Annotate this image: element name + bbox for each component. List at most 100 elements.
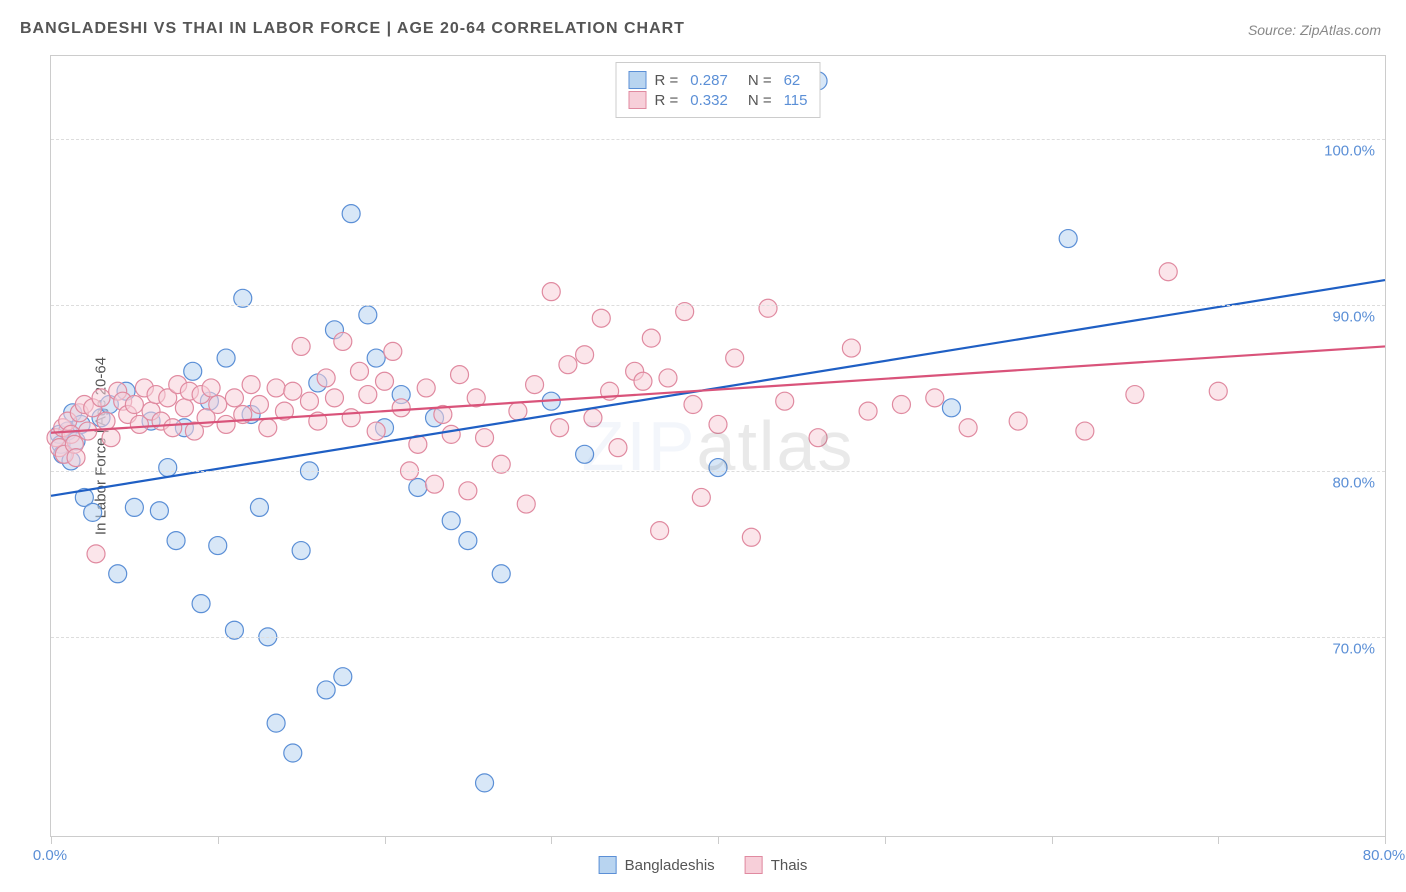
scatter-point <box>1076 422 1094 440</box>
scatter-point <box>350 362 368 380</box>
scatter-point <box>1126 386 1144 404</box>
plot-area: ZIPatlas R =0.287N = 62R =0.332N =115 70… <box>50 55 1386 837</box>
scatter-point <box>509 402 527 420</box>
scatter-point <box>359 386 377 404</box>
scatter-point <box>109 565 127 583</box>
scatter-point <box>84 503 102 521</box>
scatter-point <box>859 402 877 420</box>
scatter-point <box>342 205 360 223</box>
scatter-point <box>576 346 594 364</box>
scatter-point <box>209 537 227 555</box>
scatter-point <box>292 337 310 355</box>
scatter-point <box>164 419 182 437</box>
scatter-point <box>209 396 227 414</box>
scatter-point <box>634 372 652 390</box>
scatter-point <box>217 415 235 433</box>
y-tick-label: 90.0% <box>1332 308 1375 325</box>
stats-legend-row: R =0.287N = 62 <box>629 71 808 89</box>
scatter-point <box>367 349 385 367</box>
scatter-point <box>192 595 210 613</box>
swatch-icon <box>745 856 763 874</box>
scatter-point <box>684 396 702 414</box>
y-tick-label: 70.0% <box>1332 640 1375 657</box>
scatter-point <box>267 714 285 732</box>
bottom-legend: Bangladeshis Thais <box>599 856 808 874</box>
scatter-point <box>217 349 235 367</box>
scatter-point <box>250 396 268 414</box>
y-tick-label: 80.0% <box>1332 474 1375 491</box>
swatch-icon <box>599 856 617 874</box>
scatter-point <box>609 439 627 457</box>
scatter-point <box>87 545 105 563</box>
scatter-point <box>709 459 727 477</box>
scatter-point <box>392 399 410 417</box>
legend-item-thais: Thais <box>745 856 808 874</box>
scatter-point <box>175 399 193 417</box>
scatter-point <box>97 412 115 430</box>
scatter-point <box>325 389 343 407</box>
y-tick-label: 100.0% <box>1324 142 1375 159</box>
n-value: 115 <box>784 92 808 109</box>
scatter-point <box>334 332 352 350</box>
scatter-point <box>1059 230 1077 248</box>
scatter-point <box>651 522 669 540</box>
scatter-point <box>1009 412 1027 430</box>
chart-container: BANGLADESHI VS THAI IN LABOR FORCE | AGE… <box>0 0 1406 892</box>
scatter-point <box>225 389 243 407</box>
scatter-point <box>300 392 318 410</box>
scatter-point <box>250 498 268 516</box>
scatter-point <box>726 349 744 367</box>
x-tick-label: 0.0% <box>33 847 67 864</box>
scatter-point <box>759 299 777 317</box>
scatter-point <box>284 744 302 762</box>
scatter-point <box>942 399 960 417</box>
scatter-point <box>150 502 168 520</box>
scatter-point <box>167 532 185 550</box>
plot-svg <box>51 56 1385 836</box>
x-tick <box>1385 836 1386 844</box>
scatter-point <box>1209 382 1227 400</box>
scatter-point <box>592 309 610 327</box>
swatch-icon <box>629 91 647 109</box>
scatter-point <box>409 478 427 496</box>
scatter-point <box>417 379 435 397</box>
scatter-point <box>92 389 110 407</box>
scatter-point <box>292 542 310 560</box>
stats-legend-box: R =0.287N = 62R =0.332N =115 <box>616 62 821 118</box>
scatter-point <box>125 396 143 414</box>
scatter-point <box>334 668 352 686</box>
scatter-point <box>892 396 910 414</box>
gridline <box>51 637 1385 638</box>
scatter-point <box>426 475 444 493</box>
gridline <box>51 305 1385 306</box>
scatter-point <box>284 382 302 400</box>
legend-label: Bangladeshis <box>625 857 715 874</box>
scatter-point <box>342 409 360 427</box>
scatter-point <box>526 376 544 394</box>
x-tick <box>1218 836 1219 844</box>
x-tick <box>218 836 219 844</box>
scatter-point <box>317 369 335 387</box>
scatter-point <box>125 498 143 516</box>
scatter-point <box>692 488 710 506</box>
x-tick <box>551 836 552 844</box>
scatter-point <box>442 425 460 443</box>
scatter-point <box>202 379 220 397</box>
n-label: N = <box>748 92 772 109</box>
r-label: R = <box>655 72 679 89</box>
scatter-point <box>1159 263 1177 281</box>
n-label: N = <box>748 72 772 89</box>
scatter-point <box>659 369 677 387</box>
swatch-icon <box>629 71 647 89</box>
scatter-point <box>576 445 594 463</box>
scatter-point <box>102 429 120 447</box>
scatter-point <box>584 409 602 427</box>
scatter-point <box>492 565 510 583</box>
r-value: 0.287 <box>690 72 728 89</box>
scatter-point <box>542 283 560 301</box>
scatter-point <box>384 342 402 360</box>
scatter-point <box>359 306 377 324</box>
scatter-point <box>742 528 760 546</box>
scatter-point <box>451 366 469 384</box>
scatter-point <box>709 415 727 433</box>
